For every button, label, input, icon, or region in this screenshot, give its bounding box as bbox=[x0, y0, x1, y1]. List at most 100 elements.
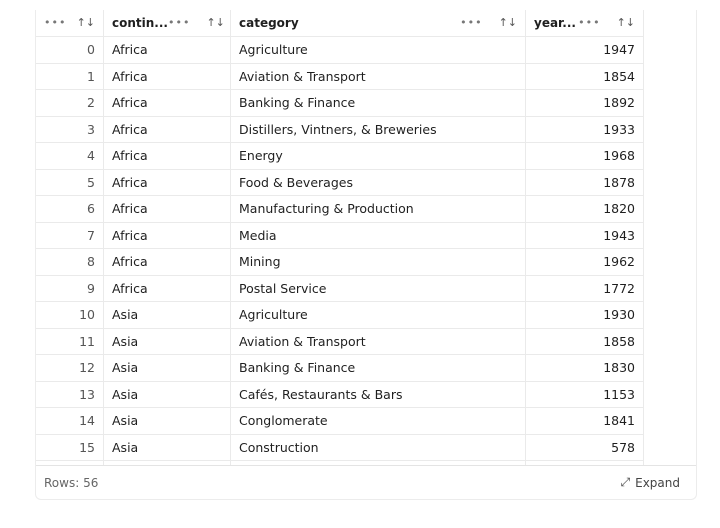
cell-index[interactable]: 0 bbox=[36, 37, 104, 63]
table-row: 10 Asia Agriculture 1930 bbox=[36, 302, 644, 329]
expand-button[interactable]: ⤢ Expand bbox=[620, 475, 681, 490]
cell-category[interactable]: Cafés, Restaurants & Bars bbox=[231, 381, 526, 407]
column-header-category[interactable]: category ••• ↑↓ bbox=[231, 10, 526, 36]
cell-year[interactable]: 1854 bbox=[526, 63, 644, 89]
cell-index[interactable]: 8 bbox=[36, 249, 104, 275]
table-row: 6 Africa Manufacturing & Production 1820 bbox=[36, 196, 644, 223]
cell-category[interactable]: Distillers, Vintners, & Breweries bbox=[231, 116, 526, 142]
cell-index[interactable]: 11 bbox=[36, 328, 104, 354]
cell-continent[interactable]: Africa bbox=[104, 90, 231, 116]
cell-index[interactable]: 4 bbox=[36, 143, 104, 169]
sort-arrows-icon[interactable]: ↑↓ bbox=[498, 16, 517, 30]
cell-continent[interactable]: Asia bbox=[104, 381, 231, 407]
cell-index[interactable] bbox=[36, 461, 104, 465]
cell-index[interactable]: 7 bbox=[36, 222, 104, 248]
cell-year[interactable] bbox=[526, 461, 644, 465]
more-horizontal-icon[interactable]: ••• bbox=[167, 16, 191, 30]
cell-continent[interactable]: Asia bbox=[104, 408, 231, 434]
column-header-year[interactable]: year... ••• ↑↓ bbox=[526, 10, 644, 36]
cell-index[interactable]: 13 bbox=[36, 381, 104, 407]
cell-category[interactable]: Food & Beverages bbox=[231, 169, 526, 195]
cell-index[interactable]: 10 bbox=[36, 302, 104, 328]
cell-category[interactable]: Aviation & Transport bbox=[231, 63, 526, 89]
expand-icon: ⤢ bbox=[620, 475, 631, 489]
cell-year[interactable]: 1943 bbox=[526, 222, 644, 248]
data-table-card: ••• ↑↓ contin... ••• ↑↓ category ••• ↑↓ … bbox=[35, 10, 697, 500]
more-horizontal-icon[interactable]: ••• bbox=[460, 16, 483, 30]
table-row: 8 Africa Mining 1962 bbox=[36, 249, 644, 276]
cell-year[interactable]: 1933 bbox=[526, 116, 644, 142]
cell-year[interactable]: 1820 bbox=[526, 196, 644, 222]
table-row: 13 Asia Cafés, Restaurants & Bars 1153 bbox=[36, 381, 644, 408]
cell-year[interactable]: 1878 bbox=[526, 169, 644, 195]
cell-category[interactable] bbox=[231, 461, 526, 465]
cell-index[interactable]: 1 bbox=[36, 63, 104, 89]
cell-category[interactable]: Postal Service bbox=[231, 275, 526, 301]
more-horizontal-icon[interactable]: ••• bbox=[44, 16, 67, 30]
cell-index[interactable]: 14 bbox=[36, 408, 104, 434]
cell-continent[interactable] bbox=[104, 461, 231, 465]
cell-continent[interactable]: Africa bbox=[104, 63, 231, 89]
sort-arrows-icon[interactable]: ↑↓ bbox=[206, 16, 225, 30]
table-row: 14 Asia Conglomerate 1841 bbox=[36, 408, 644, 435]
cell-year[interactable]: 1930 bbox=[526, 302, 644, 328]
cell-index[interactable]: 5 bbox=[36, 169, 104, 195]
cell-continent[interactable]: Africa bbox=[104, 37, 231, 63]
index-column-header[interactable]: ••• ↑↓ bbox=[36, 10, 104, 36]
cell-continent[interactable]: Asia bbox=[104, 355, 231, 381]
cell-category[interactable]: Manufacturing & Production bbox=[231, 196, 526, 222]
cell-continent[interactable]: Africa bbox=[104, 222, 231, 248]
cell-continent[interactable]: Asia bbox=[104, 302, 231, 328]
cell-category[interactable]: Aviation & Transport bbox=[231, 328, 526, 354]
cell-year[interactable]: 1830 bbox=[526, 355, 644, 381]
table-row: 7 Africa Media 1943 bbox=[36, 222, 644, 249]
cell-category[interactable]: Agriculture bbox=[231, 302, 526, 328]
cell-category[interactable]: Energy bbox=[231, 143, 526, 169]
cell-year[interactable]: 1892 bbox=[526, 90, 644, 116]
cell-category[interactable]: Mining bbox=[231, 249, 526, 275]
table-row: 1 Africa Aviation & Transport 1854 bbox=[36, 63, 644, 90]
cell-continent[interactable]: Africa bbox=[104, 196, 231, 222]
cell-index[interactable]: 15 bbox=[36, 434, 104, 460]
cell-index[interactable]: 6 bbox=[36, 196, 104, 222]
cell-year[interactable]: 1841 bbox=[526, 408, 644, 434]
table-row: 4 Africa Energy 1968 bbox=[36, 143, 644, 170]
cell-continent[interactable]: Africa bbox=[104, 143, 231, 169]
table-row: 2 Africa Banking & Finance 1892 bbox=[36, 90, 644, 117]
cell-year[interactable]: 578 bbox=[526, 434, 644, 460]
cell-continent[interactable]: Asia bbox=[104, 328, 231, 354]
cell-category[interactable]: Agriculture bbox=[231, 37, 526, 63]
cell-category[interactable]: Construction bbox=[231, 434, 526, 460]
table-footer: Rows: 56 ⤢ Expand bbox=[36, 465, 696, 499]
cell-category[interactable]: Banking & Finance bbox=[231, 355, 526, 381]
more-horizontal-icon[interactable]: ••• bbox=[578, 16, 601, 30]
table-row: 5 Africa Food & Beverages 1878 bbox=[36, 169, 644, 196]
sort-arrows-icon[interactable]: ↑↓ bbox=[616, 16, 635, 30]
cell-category[interactable]: Media bbox=[231, 222, 526, 248]
cell-year[interactable]: 1962 bbox=[526, 249, 644, 275]
sort-arrows-icon[interactable]: ↑↓ bbox=[76, 16, 95, 30]
cell-index[interactable]: 9 bbox=[36, 275, 104, 301]
cell-year[interactable]: 1968 bbox=[526, 143, 644, 169]
table-row: 0 Africa Agriculture 1947 bbox=[36, 37, 644, 64]
column-header-continent[interactable]: contin... ••• ↑↓ bbox=[104, 10, 231, 36]
header-row: ••• ↑↓ contin... ••• ↑↓ category ••• ↑↓ … bbox=[36, 10, 644, 37]
table-row: 12 Asia Banking & Finance 1830 bbox=[36, 355, 644, 382]
cell-index[interactable]: 12 bbox=[36, 355, 104, 381]
cell-year[interactable]: 1772 bbox=[526, 275, 644, 301]
cell-continent[interactable]: Africa bbox=[104, 116, 231, 142]
cell-continent[interactable]: Africa bbox=[104, 169, 231, 195]
cell-year[interactable]: 1858 bbox=[526, 328, 644, 354]
cell-year[interactable]: 1947 bbox=[526, 37, 644, 63]
cell-category[interactable]: Banking & Finance bbox=[231, 90, 526, 116]
cell-index[interactable]: 2 bbox=[36, 90, 104, 116]
cell-index[interactable]: 3 bbox=[36, 116, 104, 142]
cell-continent[interactable]: Africa bbox=[104, 249, 231, 275]
table-row: 9 Africa Postal Service 1772 bbox=[36, 275, 644, 302]
data-grid: ••• ↑↓ contin... ••• ↑↓ category ••• ↑↓ … bbox=[36, 10, 696, 466]
cell-category[interactable]: Conglomerate bbox=[231, 408, 526, 434]
cell-continent[interactable]: Asia bbox=[104, 434, 231, 460]
cell-year[interactable]: 1153 bbox=[526, 381, 644, 407]
row-count: Rows: 56 bbox=[44, 475, 99, 490]
cell-continent[interactable]: Africa bbox=[104, 275, 231, 301]
